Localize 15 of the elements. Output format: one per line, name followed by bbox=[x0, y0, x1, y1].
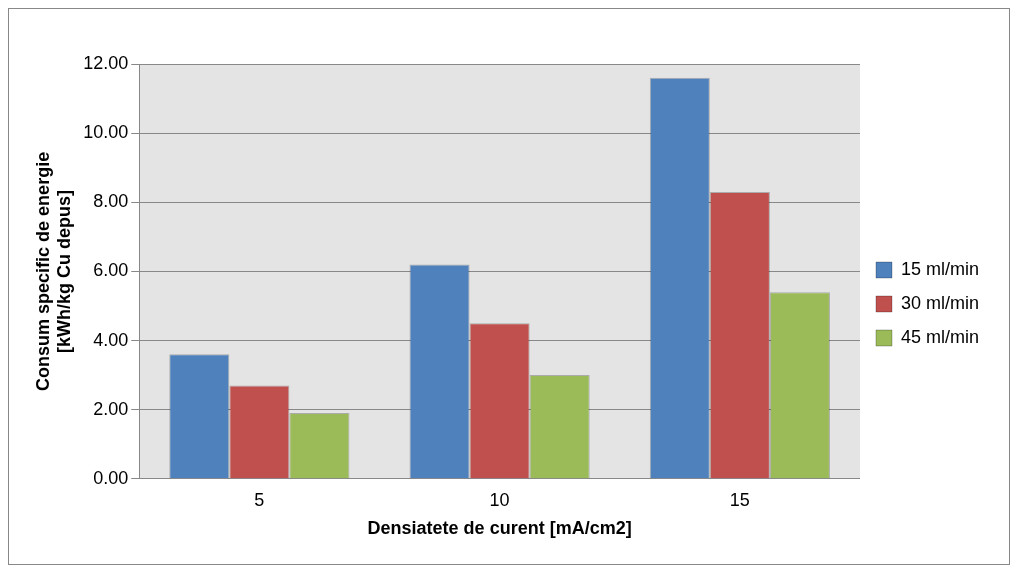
legend-label: 45 ml/min bbox=[900, 326, 980, 347]
y-tick-label: 2.00 bbox=[93, 398, 129, 419]
x-tick-label: 5 bbox=[254, 489, 265, 510]
x-tick-label: 10 bbox=[489, 489, 510, 510]
x-axis-title: Densiatete de curent [mA/cm2] bbox=[367, 518, 632, 539]
y-tick-label: 4.00 bbox=[93, 329, 129, 350]
y-axis-title: Consum specific de energie [kWh/kg Cu depus] bbox=[32, 151, 75, 391]
legend-label: 15 ml/min bbox=[900, 258, 980, 279]
y-tick-label: 8.00 bbox=[93, 191, 129, 212]
y-tick-label: 0.00 bbox=[93, 467, 129, 488]
y-tick-label: 10.00 bbox=[83, 122, 129, 143]
x-tick-label: 15 bbox=[729, 489, 750, 510]
y-tick-label: 12.00 bbox=[83, 52, 129, 73]
y-tick-label: 6.00 bbox=[93, 260, 129, 281]
legend-label: 30 ml/min bbox=[900, 292, 980, 313]
